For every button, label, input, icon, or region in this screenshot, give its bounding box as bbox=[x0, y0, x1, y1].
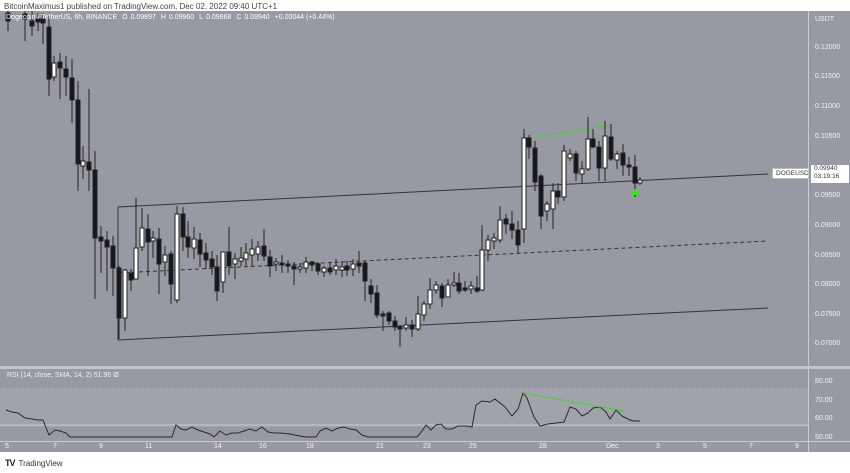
price-axis-currency: USDT bbox=[815, 16, 835, 23]
channel-mid-line bbox=[117, 240, 769, 274]
time-axis[interactable] bbox=[0, 441, 808, 452]
channel-lower-line bbox=[117, 307, 769, 341]
symbol-name: Dogecoin / TetherUS, 6h, BINANCE bbox=[6, 14, 118, 21]
rsi-pane[interactable]: RSI (14, close, SMA, 14, 2) 51.96 Ø bbox=[0, 369, 808, 441]
change-value: +0.00044 (+0.44%) bbox=[274, 14, 335, 21]
bar-countdown: 03:19:16 bbox=[814, 173, 840, 180]
brand-name: TradingView bbox=[18, 458, 63, 468]
visibility-icon[interactable]: Ø bbox=[113, 372, 119, 379]
symbol-legend[interactable]: Dogecoin / TetherUS, 6h, BINANCE O 0.0989… bbox=[6, 14, 335, 21]
rsi-chart bbox=[0, 386, 808, 438]
publish-line: BitcoinMaximus1 published on TradingView… bbox=[4, 2, 278, 11]
high-value: 0.09960 bbox=[168, 14, 195, 21]
price-axis[interactable] bbox=[808, 11, 850, 366]
open-value: 0.09897 bbox=[130, 14, 156, 21]
channel-upper-line bbox=[117, 173, 769, 208]
candlestick-chart bbox=[5, 11, 769, 347]
rsi-legend[interactable]: RSI (14, close, SMA, 14, 2) 51.96 Ø bbox=[7, 372, 119, 379]
rsi-band bbox=[0, 387, 808, 427]
last-price: 0.09940 bbox=[814, 165, 838, 172]
low-value: 0.09868 bbox=[206, 14, 232, 21]
close-value: 0.09940 bbox=[244, 14, 270, 21]
axis-corner bbox=[808, 441, 850, 452]
last-price-badge: 0.09940 03:19:16 bbox=[811, 165, 849, 183]
pane-separator[interactable] bbox=[0, 366, 850, 369]
chart-frame: Dogecoin / TetherUS, 6h, BINANCE O 0.0989… bbox=[0, 11, 850, 452]
tradingview-logo-icon: TV bbox=[5, 458, 15, 468]
price-pane[interactable]: Dogecoin / TetherUS, 6h, BINANCE O 0.0989… bbox=[0, 11, 817, 366]
footer: TV TradingView bbox=[5, 458, 63, 468]
rsi-value: 51.96 bbox=[93, 372, 112, 379]
buy-signal-arrow-icon bbox=[630, 189, 640, 195]
divergence-line bbox=[527, 124, 612, 139]
rsi-divergence-line bbox=[522, 392, 625, 412]
rsi-axis[interactable] bbox=[808, 369, 850, 441]
